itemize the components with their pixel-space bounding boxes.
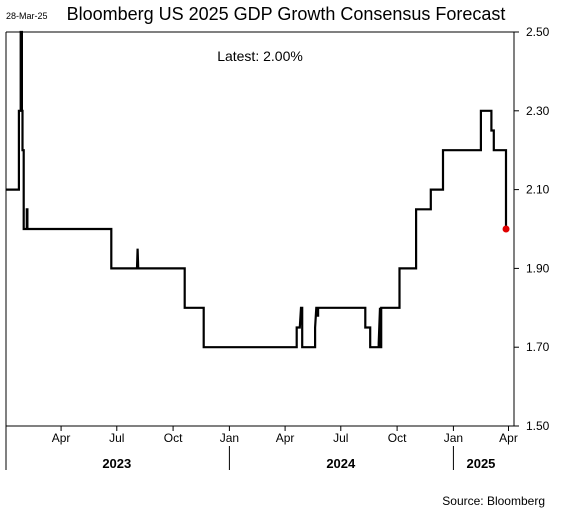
axis-layer: 2.50 2.30 2.10 1.90 1.70 1.50 Apr Jul Oct Jan Apr J…: [52, 25, 550, 471]
year-label: 2023: [102, 456, 131, 471]
x-tick-label: Apr: [52, 431, 71, 445]
series-line-layer: [6, 30, 510, 349]
x-tick-label: Apr: [499, 431, 518, 445]
y-tick-label: 1.50: [526, 419, 550, 433]
latest-value-annotation: Latest: 2.00%: [186, 48, 334, 64]
latest-point-marker: [502, 225, 510, 233]
y-tick-label: 2.10: [526, 183, 550, 197]
year-label: 2025: [466, 456, 495, 471]
x-tick-label: Oct: [388, 431, 407, 445]
y-tick-label: 2.30: [526, 104, 550, 118]
latest-label: Latest:: [217, 48, 260, 64]
x-tick-label: Jul: [109, 431, 124, 445]
chart-frame: [5, 31, 515, 470]
x-tick-label: Jan: [220, 431, 239, 445]
date-stamp: 28-Mar-25: [6, 11, 48, 21]
series-line: [6, 30, 508, 349]
chart-title: Bloomberg US 2025 GDP Growth Consensus F…: [66, 4, 506, 24]
y-tick-label: 1.70: [526, 340, 550, 354]
x-tick-label: Oct: [164, 431, 183, 445]
x-tick-label: Jan: [444, 431, 463, 445]
latest-value: 2.00%: [263, 48, 303, 64]
y-tick-label: 1.90: [526, 261, 550, 275]
source-note: Source: Bloomberg: [442, 494, 545, 508]
year-label: 2024: [326, 456, 356, 471]
x-tick-label: Apr: [276, 431, 295, 445]
x-tick-label: Jul: [333, 431, 348, 445]
y-tick-label: 2.50: [526, 25, 550, 39]
